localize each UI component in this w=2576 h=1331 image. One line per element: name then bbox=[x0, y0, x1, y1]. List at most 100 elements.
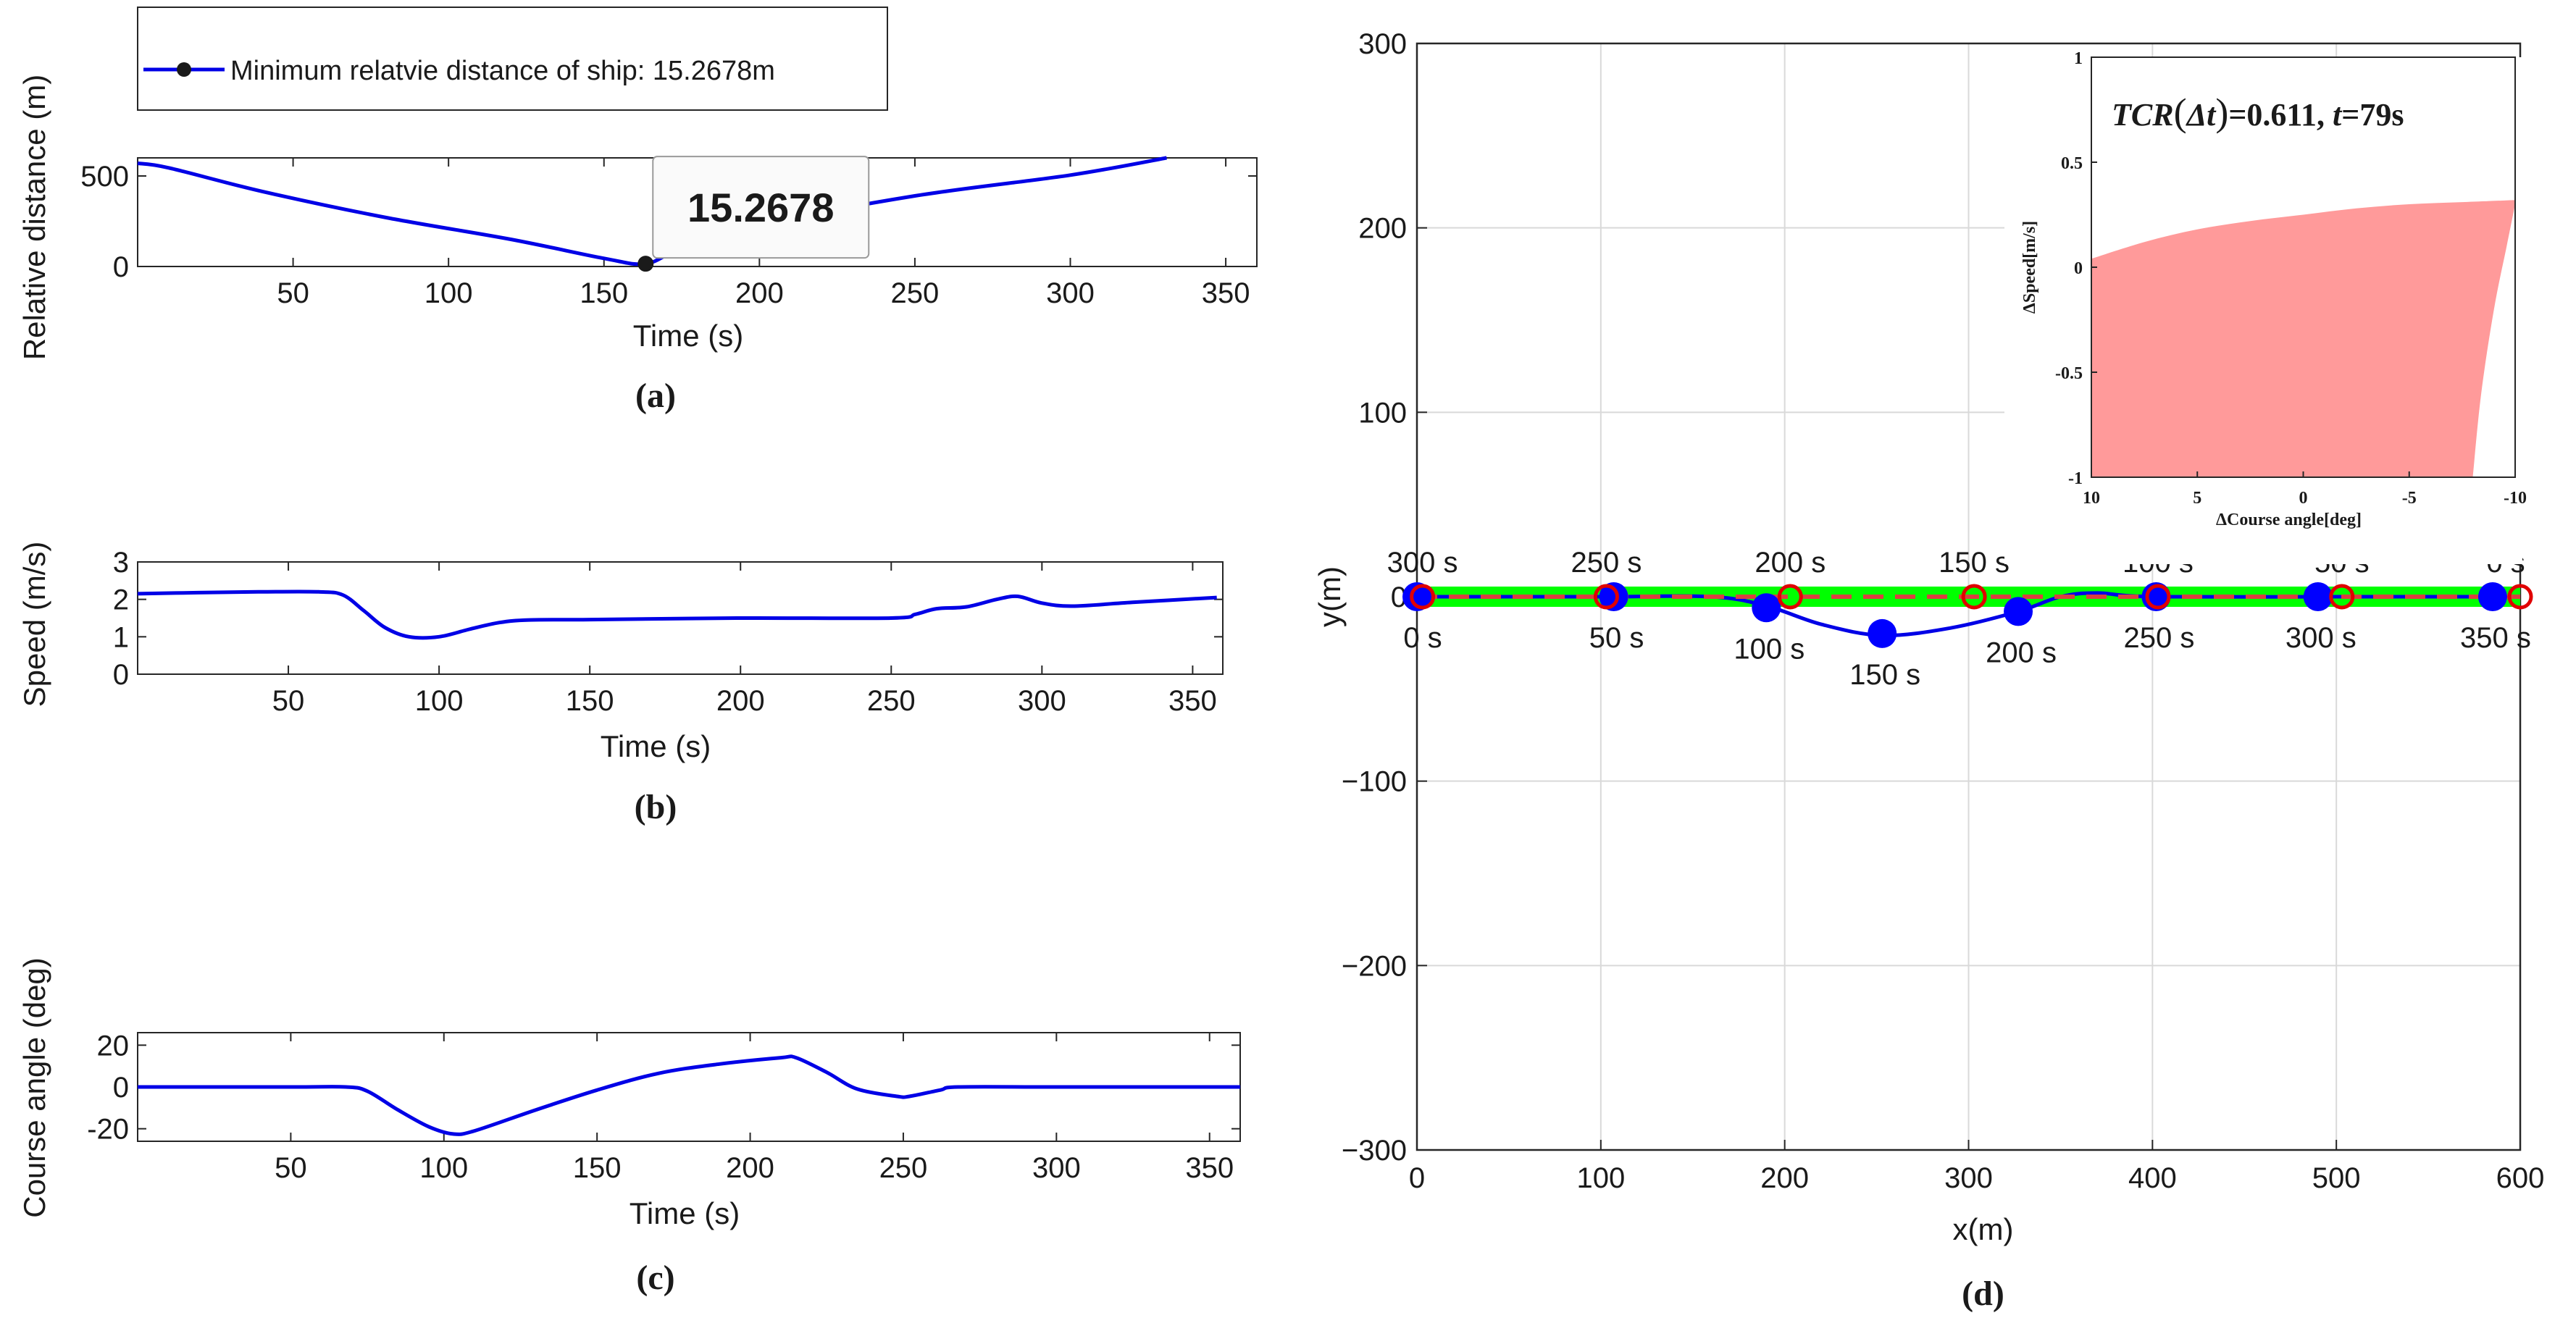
d-target-ship-position bbox=[1961, 584, 1987, 610]
c-x-tick-label: 350 bbox=[1185, 1152, 1234, 1184]
d-own-ship-track bbox=[1417, 591, 2493, 638]
c-y-tick-label: -20 bbox=[87, 1114, 129, 1146]
b-y-tick-label: 1 bbox=[113, 621, 129, 653]
c-x-axis-label: Time (s) bbox=[630, 1196, 740, 1230]
b-ticks: 50 100 150 200 250 300 350 0 1 2 3 bbox=[113, 547, 1223, 717]
d-y-tick-label: −300 bbox=[1342, 1135, 1407, 1167]
d-own-ship-time-label: 100 s bbox=[1734, 633, 1805, 665]
inset-x-tick-label: 5 bbox=[2193, 489, 2201, 508]
b-y-tick-label: 2 bbox=[113, 584, 129, 616]
a-relative-distance-line bbox=[137, 156, 1167, 266]
inset-x-tick-label: -5 bbox=[2402, 489, 2417, 508]
a-x-axis-label: Time (s) bbox=[633, 319, 743, 353]
a-legend-entry: Minimum relatvie distance of ship: 15.26… bbox=[230, 56, 775, 86]
d-own-ship-time-label: 350 s bbox=[2460, 622, 2531, 654]
c-x-tick-label: 100 bbox=[419, 1152, 468, 1184]
panel-d: 0 100 200 300 400 500 600−300−200−100010020030… bbox=[1313, 28, 2544, 1313]
a-x-tick-label: 350 bbox=[1202, 277, 1250, 309]
inset-x-tick-label: 0 bbox=[2299, 489, 2308, 508]
c-panel-label: (c) bbox=[636, 1259, 674, 1297]
inset-y-tick-label: 0.5 bbox=[2061, 154, 2083, 173]
d-x-tick-label: 100 bbox=[1576, 1162, 1625, 1194]
d-y-tick-label: −100 bbox=[1342, 766, 1407, 798]
b-x-tick-label: 300 bbox=[1018, 685, 1066, 717]
d-own-ship-position bbox=[2004, 597, 2033, 626]
a-ticks: 50 100 150 200 250 300 350 0 500 bbox=[80, 158, 1257, 309]
b-x-tick-label: 350 bbox=[1168, 685, 1217, 717]
d-target-ship-position bbox=[2145, 584, 2171, 610]
a-x-tick-label: 250 bbox=[891, 277, 940, 309]
b-x-tick-label: 150 bbox=[566, 685, 614, 717]
d-own-ship-position bbox=[1868, 618, 1897, 648]
a-y-tick-label: 500 bbox=[80, 161, 129, 193]
inset-y-axis-label: ΔSpeed[m/s] bbox=[2020, 221, 2039, 314]
d-target-ship-time-label: 150 s bbox=[1939, 547, 2010, 579]
inset-title-open: ( bbox=[2174, 91, 2187, 134]
d-x-tick-label: 300 bbox=[1944, 1162, 1993, 1194]
inset-title-tcr: TCR bbox=[2112, 97, 2174, 133]
b-x-tick-label: 50 bbox=[272, 685, 305, 717]
a-x-tick-label: 200 bbox=[735, 277, 784, 309]
d-own-ship-time-label: 0 s bbox=[1403, 622, 1442, 654]
inset-title-tail: =79s bbox=[2341, 97, 2404, 133]
inset-excluded-region bbox=[2472, 204, 2515, 477]
a-x-tick-label: 100 bbox=[425, 277, 473, 309]
d-y-tick-label: −200 bbox=[1342, 950, 1407, 982]
panel-b: 50 100 150 200 250 300 350 0 1 2 3 Time (s) Speed … bbox=[17, 542, 1224, 826]
d-target-ship-position bbox=[1593, 584, 1619, 610]
d-own-ship-time-label: 200 s bbox=[1986, 637, 2057, 668]
inset-feasible-region bbox=[2091, 200, 2515, 477]
d-panel-label: (d) bbox=[1962, 1275, 2004, 1313]
a-x-tick-label: 50 bbox=[277, 277, 309, 309]
a-legend: Minimum relatvie distance of ship: 15.26… bbox=[137, 7, 888, 111]
b-x-axis-label: Time (s) bbox=[601, 729, 711, 763]
inset-title-t: t bbox=[2333, 97, 2343, 133]
a-legend-marker-sample bbox=[177, 62, 191, 77]
d-target-ship-time-label: 250 s bbox=[1571, 547, 1642, 579]
inset-x-axis-label: ΔCourse angle[deg] bbox=[2216, 511, 2362, 529]
d-own-ship-position bbox=[2303, 582, 2333, 611]
a-minimum-distance-marker bbox=[637, 256, 654, 272]
b-speed-line bbox=[137, 589, 1217, 640]
inset-x-tick-label: 10 bbox=[2083, 489, 2100, 508]
d-y-tick-label: 300 bbox=[1358, 28, 1407, 60]
d-target-ship-position bbox=[1777, 584, 1803, 610]
a-y-tick-label: 0 bbox=[113, 251, 129, 283]
inset-title-value: =0.611, bbox=[2228, 97, 2333, 133]
a-x-tick-label: 300 bbox=[1046, 277, 1095, 309]
d-y-tick-label: 0 bbox=[1391, 581, 1407, 613]
c-x-tick-label: 150 bbox=[573, 1152, 622, 1184]
c-y-axis-label: Course angle (deg) bbox=[17, 957, 51, 1218]
c-x-tick-label: 50 bbox=[275, 1152, 307, 1184]
d-x-axis-label: x(m) bbox=[1953, 1212, 2014, 1246]
inset-ticks: 10 5 0 -5 -10 -1 -0.5 0 0.5 1 bbox=[2055, 49, 2527, 508]
d-x-tick-label: 200 bbox=[1760, 1162, 1809, 1194]
b-y-tick-label: 3 bbox=[113, 547, 129, 579]
b-y-axis-label: Speed (m/s) bbox=[17, 542, 51, 708]
a-data-tip-box bbox=[652, 156, 870, 259]
a-x-tick-label: 150 bbox=[580, 277, 628, 309]
b-x-tick-label: 250 bbox=[867, 685, 916, 717]
inset-y-tick-label: -0.5 bbox=[2055, 364, 2083, 383]
inset-x-tick-label: -10 bbox=[2504, 489, 2527, 508]
c-y-tick-label: 0 bbox=[113, 1072, 129, 1104]
b-x-tick-label: 100 bbox=[415, 685, 464, 717]
b-y-tick-label: 0 bbox=[113, 659, 129, 691]
a-data-tip-callout: 15.2678 bbox=[652, 156, 870, 259]
d-x-tick-label: 500 bbox=[2312, 1162, 2361, 1194]
d-own-ship-time-label: 250 s bbox=[2123, 622, 2194, 654]
c-y-tick-label: 20 bbox=[97, 1030, 130, 1062]
d-x-tick-label: 0 bbox=[1409, 1162, 1425, 1194]
d-y-tick-label: 200 bbox=[1358, 213, 1407, 245]
d-own-ship-time-label: 300 s bbox=[2286, 622, 2357, 654]
d-own-ship-time-label: 150 s bbox=[1849, 659, 1920, 691]
panel-c: 50 100 150 200 250 300 350 -20 0 20 Time (s) Cour… bbox=[17, 957, 1241, 1297]
a-y-axis-label: Relative distance (m) bbox=[17, 75, 51, 360]
b-x-tick-label: 200 bbox=[716, 685, 765, 717]
inset-title: TCR(Δt)=0.611, t=79s bbox=[2112, 91, 2404, 134]
inset-y-tick-label: -1 bbox=[2068, 469, 2083, 488]
a-panel-label: (a) bbox=[635, 377, 676, 415]
d-target-ship-time-label: 300 s bbox=[1387, 547, 1458, 579]
d-own-ship-time-label: 50 s bbox=[1589, 622, 1644, 654]
